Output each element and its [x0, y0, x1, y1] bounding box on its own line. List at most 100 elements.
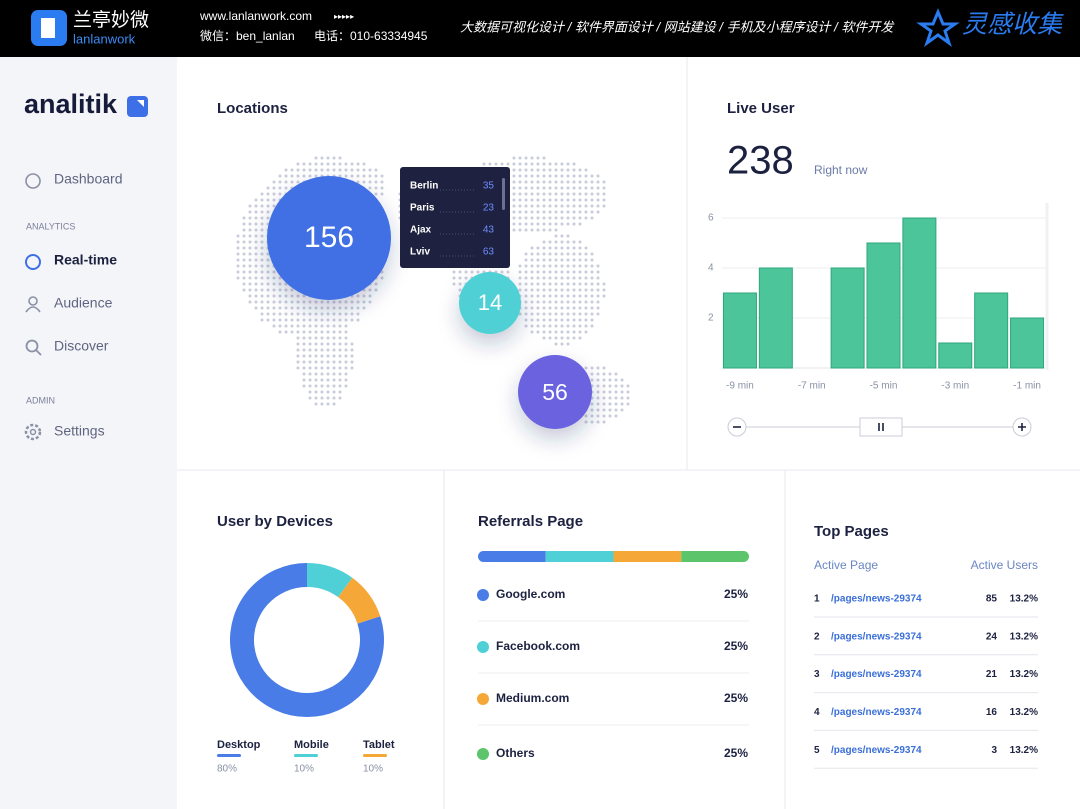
bar — [938, 342, 973, 369]
column-header: Active Page — [814, 558, 878, 572]
map-dot — [578, 270, 582, 274]
map-dot — [512, 228, 516, 232]
map-dot — [554, 342, 558, 346]
map-dot — [596, 180, 600, 184]
map-dot — [308, 348, 312, 352]
map-dot — [344, 318, 348, 322]
legend-swatch — [217, 754, 241, 757]
map-dot — [278, 306, 282, 310]
page-link[interactable]: /pages/news-29374 — [831, 631, 922, 642]
map-dot — [320, 354, 324, 358]
map-dot — [572, 264, 576, 268]
map-dot — [566, 174, 570, 178]
map-dot — [266, 252, 270, 256]
map-dot — [344, 300, 348, 304]
map-dot — [242, 228, 246, 232]
map-dot — [572, 306, 576, 310]
map-dot — [548, 186, 552, 190]
map-dot — [332, 384, 336, 388]
map-dot — [374, 180, 378, 184]
map-dot — [554, 186, 558, 190]
map-dot — [272, 288, 276, 292]
map-dot — [302, 324, 306, 328]
bubble — [518, 355, 592, 429]
map-dot — [284, 294, 288, 298]
map-dot — [524, 294, 528, 298]
map-dot — [500, 162, 504, 166]
map-dot — [566, 312, 570, 316]
map-dot — [308, 354, 312, 358]
map-dot — [578, 258, 582, 262]
map-dot — [308, 324, 312, 328]
app-logo-icon-corner — [137, 100, 144, 107]
map-dot — [470, 270, 474, 274]
map-dot — [560, 294, 564, 298]
map-dot — [308, 162, 312, 166]
nav-item[interactable]: Audience — [54, 295, 113, 311]
map-dot — [524, 186, 528, 190]
map-dot — [596, 204, 600, 208]
map-dot — [278, 318, 282, 322]
map-dot — [560, 180, 564, 184]
panel-title: User by Devices — [217, 513, 333, 530]
map-dot — [518, 156, 522, 160]
map-dot — [242, 264, 246, 268]
nav-item-active[interactable]: Real-time — [54, 252, 117, 268]
map-dot — [338, 174, 342, 178]
map-dot — [308, 336, 312, 340]
map-dot — [266, 270, 270, 274]
map-dot — [326, 300, 330, 304]
map-dot — [542, 318, 546, 322]
map-dot — [314, 336, 318, 340]
map-dot — [266, 186, 270, 190]
page-link[interactable]: /pages/news-29374 — [831, 707, 922, 718]
nav-item[interactable]: Discover — [54, 338, 109, 354]
users: 16 — [986, 707, 998, 718]
map-dot — [536, 174, 540, 178]
map-dot — [590, 288, 594, 292]
map-dot — [308, 378, 312, 382]
map-dot — [290, 174, 294, 178]
page-link[interactable]: /pages/news-29374 — [831, 745, 922, 756]
nav-icon — [25, 173, 41, 189]
nav-item[interactable]: Dashboard — [54, 171, 123, 187]
nav-item[interactable]: Settings — [54, 423, 105, 439]
map-dot — [356, 318, 360, 322]
map-dot — [326, 354, 330, 358]
map-dot — [566, 264, 570, 268]
map-dot — [254, 276, 258, 280]
page-link[interactable]: /pages/news-29374 — [831, 594, 922, 605]
map-dot — [530, 186, 534, 190]
pause-button[interactable] — [859, 417, 903, 437]
map-dot — [548, 216, 552, 220]
map-dot — [602, 282, 606, 286]
map-dot — [554, 312, 558, 316]
bar — [1010, 317, 1045, 369]
map-dot — [536, 330, 540, 334]
map-dot — [602, 420, 606, 424]
legend-dot — [477, 693, 489, 705]
map-dot — [572, 246, 576, 250]
map-dot — [584, 252, 588, 256]
map-dot — [530, 156, 534, 160]
map-dot — [530, 324, 534, 328]
map-dot — [314, 324, 318, 328]
map-dot — [536, 264, 540, 268]
map-dot — [524, 288, 528, 292]
map-dot — [554, 162, 558, 166]
map-dot — [248, 246, 252, 250]
map-dot — [578, 318, 582, 322]
map-dot — [332, 354, 336, 358]
map-dot — [584, 324, 588, 328]
page-link[interactable]: /pages/news-29374 — [831, 669, 922, 680]
map-dot — [590, 402, 594, 406]
map-dot — [560, 186, 564, 190]
map-dot — [248, 282, 252, 286]
tooltip-city: Lviv — [410, 247, 430, 258]
map-dot — [524, 168, 528, 172]
map-dot — [560, 258, 564, 262]
map-dot — [350, 168, 354, 172]
map-dot — [596, 414, 600, 418]
map-dot — [584, 270, 588, 274]
